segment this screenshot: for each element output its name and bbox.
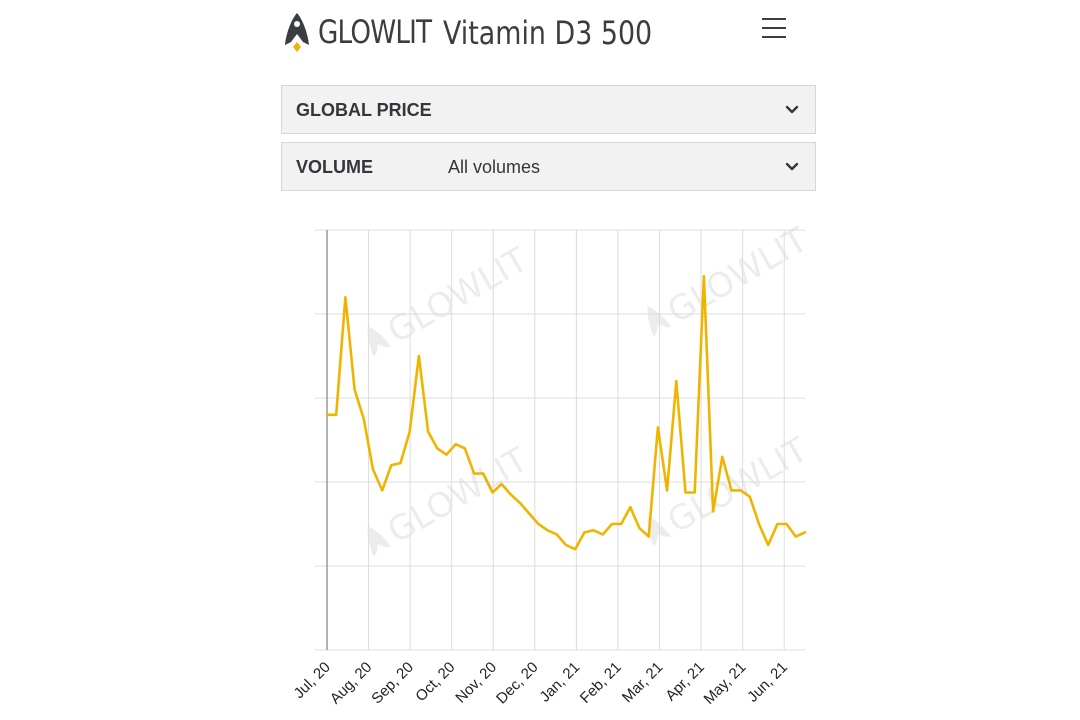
header: GLOWLIT Vitamin D3 500 — [282, 8, 822, 58]
x-tick-label: May, 21 — [701, 659, 750, 708]
price-chart: GLOWLIT GLOWLIT GLOWLIT GLOWLIT Jul, 20 Aug, … — [270, 220, 830, 720]
x-tick-label: Sep, 20 — [368, 659, 417, 708]
x-tick-label: Nov, 20 — [452, 659, 500, 707]
x-tick-label: Mar, 21 — [619, 659, 666, 706]
x-tick-label: Jan, 21 — [536, 659, 583, 706]
page-title: Vitamin D3 500 — [443, 14, 653, 52]
chevron-down-icon — [785, 162, 799, 171]
global-price-label: GLOBAL PRICE — [296, 100, 432, 120]
brand-name: GLOWLIT — [318, 13, 432, 51]
volume-selected-value: All volumes — [448, 157, 541, 177]
hamburger-menu-icon[interactable] — [762, 18, 788, 42]
svg-text:GLOWLIT: GLOWLIT — [381, 240, 535, 352]
volume-dropdown[interactable]: VOLUME All volumes — [281, 142, 816, 191]
glowlit-logo-icon — [285, 13, 309, 52]
watermark: GLOWLIT — [367, 240, 535, 357]
brand-logo[interactable]: GLOWLIT — [282, 12, 456, 52]
x-tick-label: Aug, 20 — [327, 659, 376, 708]
watermark: GLOWLIT — [647, 430, 815, 547]
x-tick-label: Dec, 20 — [493, 659, 542, 708]
volume-label: VOLUME — [296, 157, 374, 177]
x-tick-label: Feb, 21 — [577, 659, 625, 707]
x-tick-label: Oct, 20 — [412, 659, 458, 705]
price-series-line — [325, 274, 807, 551]
x-tick-label: Jun, 21 — [744, 659, 791, 706]
watermark: GLOWLIT — [647, 220, 815, 337]
chevron-down-icon — [785, 105, 799, 114]
global-price-dropdown[interactable]: GLOBAL PRICE — [281, 85, 816, 134]
svg-text:GLOWLIT: GLOWLIT — [661, 220, 815, 332]
watermark: GLOWLIT — [367, 440, 535, 557]
